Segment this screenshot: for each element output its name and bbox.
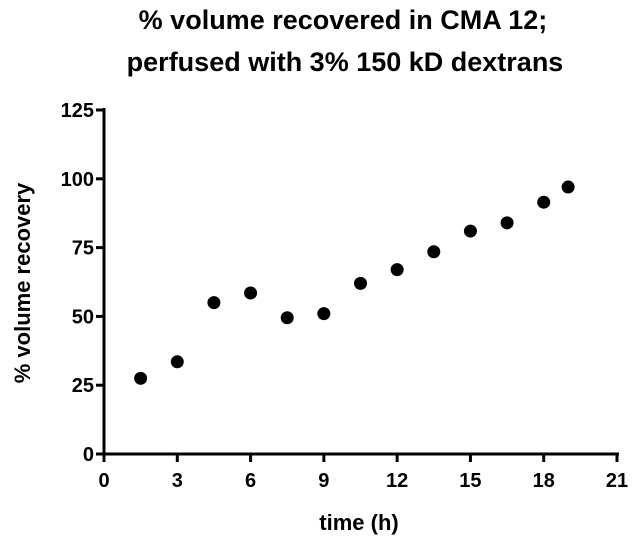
data-point: [317, 307, 331, 321]
x-tick-label: 0: [98, 470, 109, 492]
data-point: [500, 216, 514, 230]
x-tick-label: 6: [245, 470, 256, 492]
axes: [102, 108, 619, 456]
data-point: [561, 180, 575, 194]
data-point: [244, 286, 258, 300]
data-point: [134, 371, 148, 385]
data-point: [427, 245, 441, 259]
y-axis-ticks: 0 25 50 75 100 125: [61, 100, 104, 466]
y-tick-label: 100: [61, 169, 94, 191]
data-point: [207, 296, 221, 310]
data-point: [354, 276, 367, 290]
x-tick-label: 3: [172, 470, 183, 492]
x-axis-ticks: 0 3 6 9 12 15 18 21: [98, 454, 628, 492]
chart-title-line-1: % volume recovered in CMA 12;: [139, 5, 548, 35]
x-tick-label: 18: [533, 470, 555, 492]
x-tick-label: 21: [606, 470, 628, 492]
chart-title-line-2: perfused with 3% 150 kD dextrans: [127, 47, 564, 77]
data-point: [537, 195, 551, 209]
y-tick-label: 75: [72, 238, 94, 260]
y-tick-label: 0: [83, 444, 94, 466]
y-axis-label: % volume recovery: [10, 182, 35, 383]
data-point: [280, 311, 294, 325]
data-point: [463, 224, 477, 238]
x-tick-label: 9: [318, 470, 329, 492]
y-tick-label: 50: [72, 306, 94, 328]
x-tick-label: 15: [459, 470, 481, 492]
y-tick-label: 25: [72, 375, 94, 397]
data-point: [390, 263, 404, 277]
data-points: [134, 180, 575, 385]
x-tick-label: 12: [386, 470, 408, 492]
data-point: [170, 355, 184, 369]
x-axis-label: time (h): [319, 510, 398, 535]
y-tick-label: 125: [61, 100, 94, 122]
